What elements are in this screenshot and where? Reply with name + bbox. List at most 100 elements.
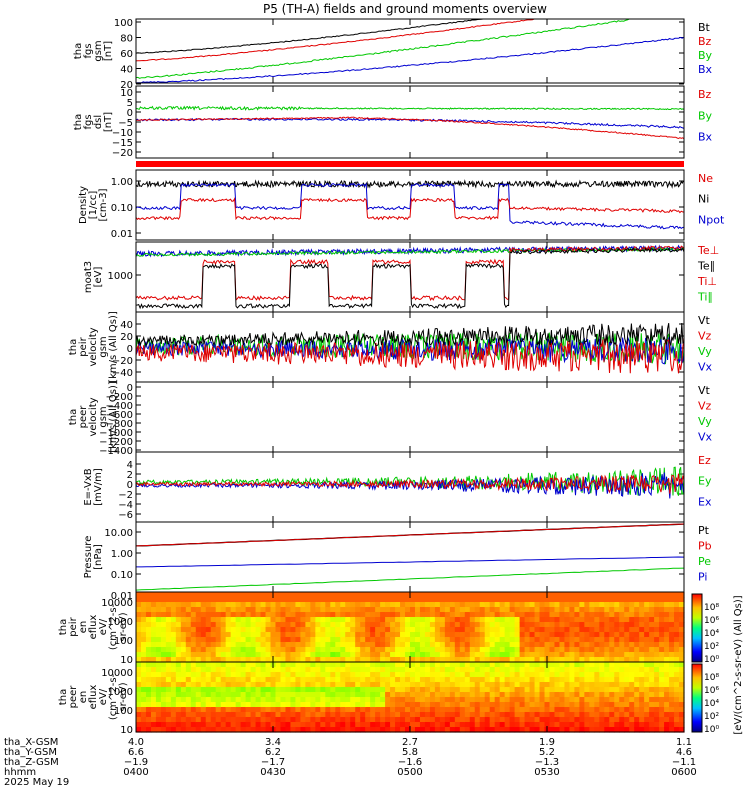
spectrogram-cell (140, 717, 147, 723)
spectrogram-cell (200, 602, 207, 608)
spectrogram-cell (429, 657, 436, 663)
spectrogram-cell (225, 667, 232, 673)
spectrogram-cell (145, 637, 152, 643)
spectrogram-cell (250, 692, 257, 698)
spectrogram-cell (449, 702, 456, 708)
spectrogram-cell (469, 667, 476, 673)
spectrogram-cell (170, 612, 177, 618)
footer-value: 5.8 (402, 747, 418, 758)
spectrogram-cell (564, 682, 571, 688)
spectrogram-cell (454, 702, 461, 708)
spectrogram-cell (265, 697, 272, 703)
spectrogram-cell (599, 667, 605, 673)
spectrogram-cell (674, 662, 680, 668)
spectrogram-cell (320, 597, 326, 603)
spectrogram-cell (569, 712, 575, 718)
spectrogram-cell (350, 722, 356, 728)
spectrogram-cell (634, 622, 640, 628)
spectrogram-cell (579, 707, 585, 713)
spectrogram-cell (634, 632, 640, 638)
spectrogram-cell (639, 662, 645, 668)
spectrogram-cell (429, 647, 436, 653)
spectrogram-cell (499, 667, 506, 673)
spectrogram-cell (674, 597, 680, 603)
spectrogram-cell (390, 602, 396, 608)
spectrogram-cell (554, 652, 561, 658)
spectrogram-cell (190, 612, 197, 618)
spectrogram-cell (579, 602, 585, 608)
spectrogram-cell (569, 637, 575, 643)
spectrogram-cell (489, 627, 496, 633)
y-label-line: eV/ (98, 618, 109, 635)
footer-value: −1.3 (535, 757, 559, 768)
spectrogram-cell (190, 717, 197, 723)
spectrogram-cell (669, 702, 675, 708)
spectrogram-cell (325, 657, 331, 663)
spectrogram-cell (624, 712, 630, 718)
spectrogram-cell (679, 662, 685, 668)
spectrogram-cell (250, 702, 257, 708)
spectrogram-cell (654, 647, 660, 653)
spectrogram-cell (365, 672, 371, 678)
spectrogram-cell (604, 687, 610, 693)
spectrogram-cell (549, 707, 556, 713)
spectrogram-cell (315, 672, 321, 678)
spectrogram-cell (594, 607, 600, 613)
spectrogram-cell (564, 672, 571, 678)
spectrogram-cell (479, 602, 486, 608)
spectrogram-cell (439, 622, 446, 628)
spectrogram-cell (604, 682, 610, 688)
spectrogram-cell (619, 652, 625, 658)
spectrogram-cell (614, 682, 620, 688)
spectrogram-cell (325, 682, 331, 688)
spectrogram-cell (559, 607, 566, 613)
spectrogram-cell (459, 627, 466, 633)
spectrogram-cell (265, 602, 272, 608)
spectrogram-cell (380, 712, 386, 718)
spectrogram-cell (375, 622, 381, 628)
spectrogram-cell (335, 617, 341, 623)
spectrogram-cell (350, 692, 356, 698)
spectrogram-cell (325, 692, 331, 698)
spectrogram-cell (210, 637, 217, 643)
spectrogram-cell (175, 667, 182, 673)
spectrogram-cell (195, 692, 202, 698)
spectrogram-cell (524, 702, 531, 708)
spectrogram-cell (464, 642, 471, 648)
y-tick-label: 1.00 (111, 549, 133, 560)
spectrogram-cell (439, 632, 446, 638)
spectrogram-cell (679, 617, 685, 623)
spectrogram-cell (494, 677, 501, 683)
spectrogram-cell (514, 592, 521, 598)
spectrogram-cell (145, 727, 152, 733)
spectrogram-cell (165, 692, 172, 698)
spectrogram-cell (634, 627, 640, 633)
spectrogram-cell (664, 657, 670, 663)
spectrogram-cell (444, 712, 451, 718)
spectrogram-cell (494, 657, 501, 663)
spectrogram-cell (380, 722, 386, 728)
spectrogram-cell (230, 607, 237, 613)
spectrogram-cell (599, 682, 605, 688)
spectrogram-cell (265, 672, 272, 678)
y-label-line: [km/s (All Qs)] (108, 381, 119, 453)
spectrogram-cell (375, 607, 381, 613)
spectrogram-cell (659, 652, 665, 658)
spectrogram-cell (370, 722, 376, 728)
spectrogram-cell (639, 632, 645, 638)
spectrogram-cell (235, 662, 242, 668)
spectrogram-cell (275, 652, 282, 658)
spectrogram-cell (300, 632, 306, 638)
spectrogram-cell (534, 707, 541, 713)
spectrogram-cell (200, 637, 207, 643)
spectrogram-cell (165, 682, 172, 688)
spectrogram-cell (365, 667, 371, 673)
spectrogram-cell (185, 702, 192, 708)
spectrogram-cell (360, 717, 366, 723)
spectrogram-cell (574, 722, 580, 728)
spectrogram-cell (614, 662, 620, 668)
spectrogram-cell (559, 677, 566, 683)
spectrogram-cell (564, 722, 571, 728)
spectrogram-cell (300, 637, 306, 643)
